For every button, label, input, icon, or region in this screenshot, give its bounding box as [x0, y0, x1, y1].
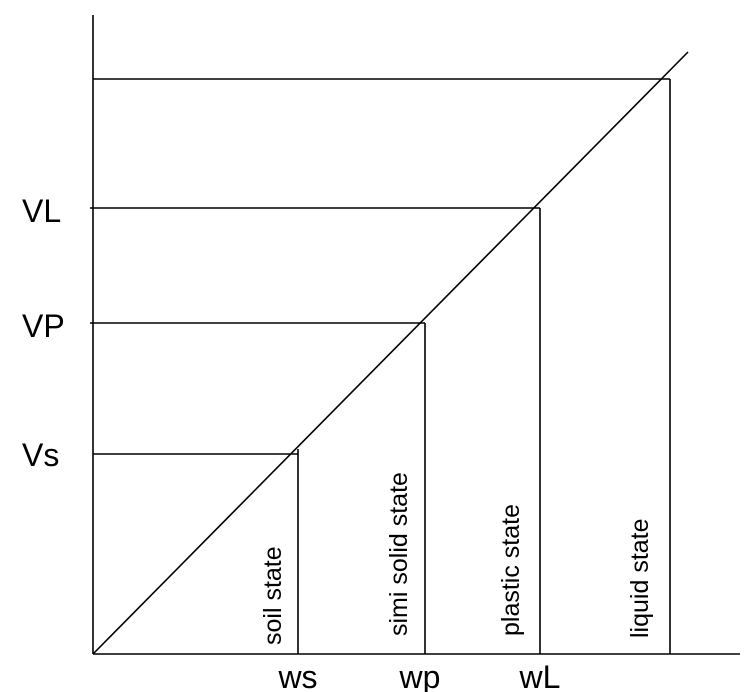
diagonal-line — [92, 51, 689, 655]
liquid-state-label: liquid state — [626, 518, 654, 638]
soil-state-label: soil state — [259, 546, 287, 645]
ws-label: ws — [277, 659, 317, 692]
vs-label: Vs — [22, 437, 59, 473]
wp-label: wp — [399, 659, 441, 692]
vl-label: VL — [22, 193, 61, 229]
wl-label: wL — [519, 659, 561, 692]
plastic-state-label: plastic state — [497, 504, 525, 636]
semi-solid-state-label: simi solid state — [385, 472, 413, 636]
vp-label: VP — [22, 308, 65, 344]
